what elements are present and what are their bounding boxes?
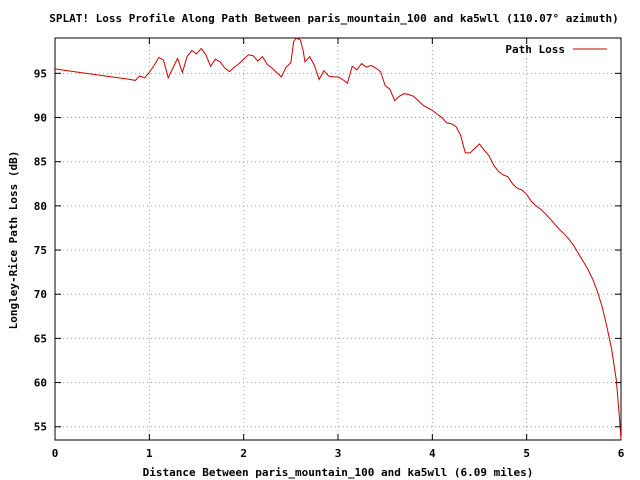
y-tick-label: 90 [34, 112, 47, 125]
y-tick-label: 65 [34, 332, 47, 345]
y-tick-label: 95 [34, 67, 47, 80]
x-tick-label: 2 [240, 447, 247, 460]
x-tick-label: 4 [429, 447, 436, 460]
x-axis-label: Distance Between paris_mountain_100 and … [143, 466, 534, 479]
x-tick-label: 5 [523, 447, 530, 460]
y-tick-label: 85 [34, 156, 47, 169]
path-loss-line [54, 37, 622, 440]
y-tick-label: 60 [34, 377, 47, 390]
y-tick-labels: 55 60 65 70 75 80 85 90 95 [34, 67, 47, 433]
series-group [54, 37, 622, 440]
legend: Path Loss [505, 43, 607, 56]
x-tick-labels: 0 1 2 3 4 5 6 [52, 447, 625, 460]
x-tick-label: 0 [52, 447, 59, 460]
chart-title: SPLAT! Loss Profile Along Path Between p… [49, 12, 619, 25]
grid-lines [55, 38, 621, 440]
y-tick-label: 70 [34, 288, 47, 301]
x-tick-label: 1 [146, 447, 153, 460]
y-axis-label: Longley-Rice Path Loss (dB) [7, 151, 20, 330]
x-tick-label: 3 [335, 447, 342, 460]
plot-frame [54, 37, 622, 441]
x-tick-label: 6 [618, 447, 625, 460]
y-tick-label: 80 [34, 200, 47, 213]
y-tick-label: 75 [34, 244, 47, 257]
y-tick-label: 55 [34, 421, 47, 434]
legend-label: Path Loss [505, 43, 565, 56]
